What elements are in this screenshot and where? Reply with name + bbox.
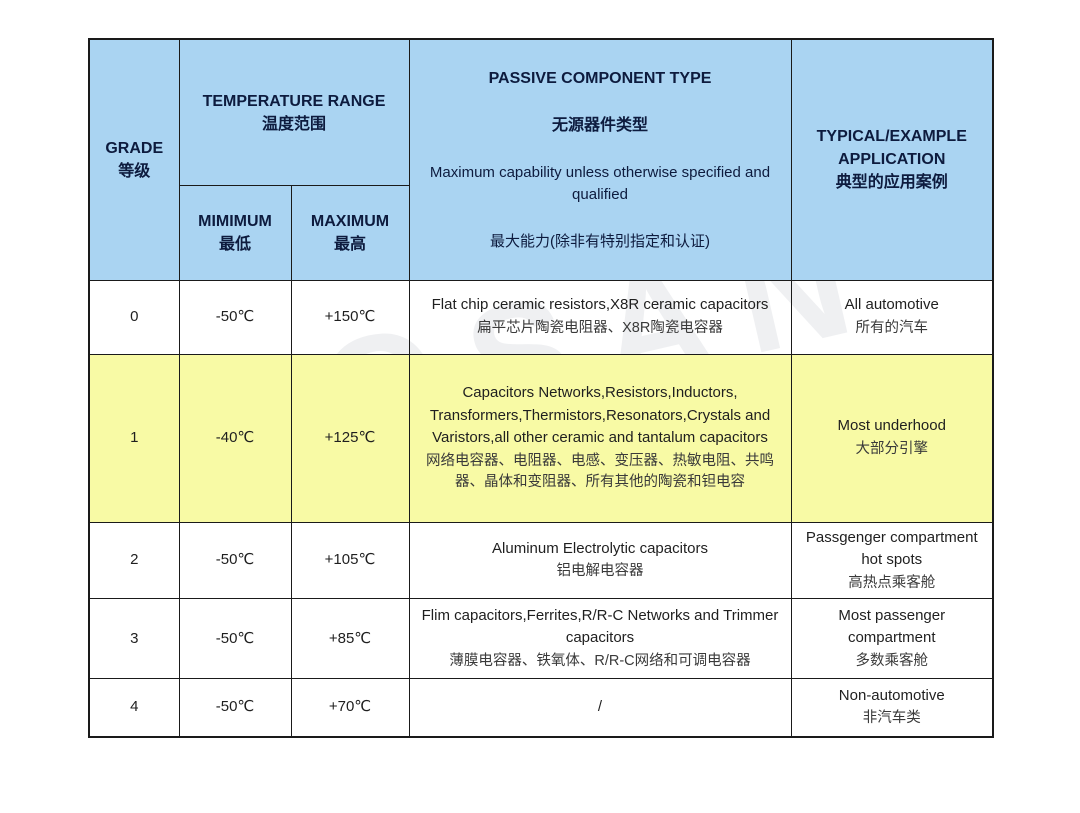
cell-grade: 4 <box>88 678 180 738</box>
table-row-grade-4: 4 -50℃ +70℃ / Non-automotive 非汽车类 <box>88 678 994 738</box>
cell-min-temp-en: -50℃ <box>215 551 255 569</box>
cell-application-en: Non-automotive <box>838 686 945 704</box>
cell-application-cn: 非汽车类 <box>862 710 921 727</box>
cell-grade-en: 0 <box>130 307 139 325</box>
cell-component-type-cn: 薄膜电容器、铁氧体、R/R-C网络和可调电容器 <box>449 652 751 669</box>
header-passive-subtitle: Maximum capability unless otherwise spec… <box>429 163 771 203</box>
table-row-grade-0: 0 -50℃ +150℃ Flat chip ceramic resistors,X8… <box>88 279 994 355</box>
cell-min-temp-en: -40℃ <box>215 428 255 446</box>
cell-grade-en: 1 <box>130 428 139 446</box>
header-passive-title: PASSIVE COMPONENT TYPE <box>488 70 712 88</box>
cell-application: Most underhood 大部分引擎 <box>790 353 994 523</box>
cell-component-type-cn: 网络电容器、电阻器、电感、变压器、热敏电阻、共鸣器、晶体和变阻器、所有其他的陶瓷… <box>426 452 774 491</box>
table-row-grade-3: 3 -50℃ +85℃ Flim capacitors,Ferrites,R/R-C … <box>88 598 994 680</box>
cell-application-cn: 所有的汽车 <box>855 319 929 336</box>
header-passive-subtitle-cn: 最大能力(除非有特别指定和认证) <box>490 232 710 250</box>
cell-application-cn: 多数乘客舱 <box>855 652 929 669</box>
cell-application-cn: 大部分引擎 <box>855 440 929 457</box>
cell-min-temp: -50℃ <box>178 678 292 738</box>
cell-max-temp-en: +150℃ <box>324 307 376 325</box>
cell-grade: 1 <box>88 353 180 523</box>
cell-grade-en: 3 <box>130 629 139 647</box>
cell-grade: 3 <box>88 598 180 680</box>
cell-application-cn: 高热点乘客舱 <box>848 574 936 591</box>
cell-application: Non-automotive 非汽车类 <box>790 678 994 738</box>
table-header: GRADE 等级 TEMPERATURE RANGE 温度范围 PASSIVE … <box>88 38 994 281</box>
cell-min-temp: -50℃ <box>178 521 292 600</box>
cell-max-temp: +85℃ <box>290 598 410 680</box>
cell-application: All automotive 所有的汽车 <box>790 279 994 355</box>
cell-component-type: Aluminum Electrolytic capacitors 铝电解电容器 <box>408 521 792 600</box>
header-minimum: MIMIMUM 最低 <box>178 185 292 281</box>
cell-min-temp: -50℃ <box>178 598 292 680</box>
table-row-grade-2: 2 -50℃ +105℃ Aluminum Electrolytic capacito… <box>88 521 994 600</box>
cell-application: Most passenger compartment 多数乘客舱 <box>790 598 994 680</box>
header-passive-component-type: PASSIVE COMPONENT TYPE 无源器件类型 Maximum ca… <box>408 38 792 281</box>
cell-max-temp: +105℃ <box>290 521 410 600</box>
cell-max-temp: +125℃ <box>290 353 410 523</box>
cell-component-type-en: Flim capacitors,Ferrites,R/R-C Networks … <box>421 606 779 647</box>
cell-component-type-en: Aluminum Electrolytic capacitors <box>492 539 708 557</box>
cell-max-temp: +70℃ <box>290 678 410 738</box>
cell-min-temp: -50℃ <box>178 279 292 355</box>
cell-max-temp: +150℃ <box>290 279 410 355</box>
cell-application-en: All automotive <box>844 296 939 314</box>
cell-max-temp-en: +85℃ <box>328 629 372 647</box>
cell-grade-en: 2 <box>130 551 139 569</box>
cell-max-temp-en: +125℃ <box>324 428 376 446</box>
cell-max-temp-en: +105℃ <box>324 551 376 569</box>
cell-application-en: Most passenger compartment <box>838 606 946 647</box>
aec-grade-table: GRADE 等级 TEMPERATURE RANGE 温度范围 PASSIVE … <box>88 38 994 738</box>
cell-application-en: Most underhood <box>837 417 946 435</box>
cell-min-temp: -40℃ <box>178 353 292 523</box>
cell-component-type: Flim capacitors,Ferrites,R/R-C Networks … <box>408 598 792 680</box>
cell-component-type: / <box>408 678 792 738</box>
cell-component-type: Flat chip ceramic resistors,X8R ceramic … <box>408 279 792 355</box>
header-passive-title-cn: 无源器件类型 <box>551 116 648 134</box>
header-maximum: MAXIMUM 最高 <box>290 185 410 281</box>
cell-min-temp-en: -50℃ <box>215 307 255 325</box>
table-body: 0 -50℃ +150℃ Flat chip ceramic resistors,X8… <box>88 279 994 738</box>
cell-application-en: Passgenger compartment hot spots <box>805 528 978 569</box>
cell-component-type: Capacitors Networks,Resistors,Inductors,… <box>408 353 792 523</box>
cell-component-type-en: Flat chip ceramic resistors,X8R ceramic … <box>431 296 769 314</box>
header-temperature-range: TEMPERATURE RANGE 温度范围 <box>178 38 410 187</box>
cell-application: Passgenger compartment hot spots 高热点乘客舱 <box>790 521 994 600</box>
cell-min-temp-en: -50℃ <box>215 629 255 647</box>
cell-grade: 2 <box>88 521 180 600</box>
header-typical-application: TYPICAL/EXAMPLE APPLICATION 典型的应用案例 <box>790 38 994 281</box>
cell-grade: 0 <box>88 279 180 355</box>
header-grade: GRADE 等级 <box>88 38 180 281</box>
cell-component-type-cn: 铝电解电容器 <box>556 563 644 580</box>
cell-component-type-cn: 扁平芯片陶瓷电阻器、X8R陶瓷电容器 <box>477 319 723 336</box>
table-row-grade-1: 1 -40℃ +125℃ Capacitors Networks,Resistors,… <box>88 353 994 523</box>
cell-component-type-en: Capacitors Networks,Resistors,Inductors,… <box>429 384 771 447</box>
grade-table-container: GRADE 等级 TEMPERATURE RANGE 温度范围 PASSIVE … <box>88 38 994 738</box>
